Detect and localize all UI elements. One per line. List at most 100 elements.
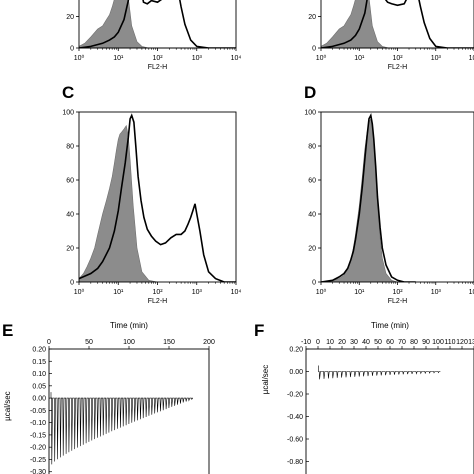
plot-frame: [305, 348, 474, 474]
thermogram-trace: [318, 371, 441, 380]
x-tick-label: 10²: [392, 289, 403, 296]
x-tick-label: 10⁰: [316, 54, 327, 62]
y-tick-label: 80: [66, 144, 74, 151]
x-tick-label: 50: [85, 339, 93, 346]
y-tick-label: 20: [308, 246, 316, 253]
x-tick-label: 10⁴: [231, 55, 242, 62]
plot-area: [321, 0, 474, 48]
x-tick-label: 10³: [431, 55, 442, 62]
itc-time-axis-label: Time (min): [110, 321, 148, 330]
control-histogram-area: [79, 124, 158, 282]
y-tick-label: 40: [66, 212, 74, 219]
thermogram-trace: [50, 397, 194, 465]
y-tick-label: -0.80: [287, 459, 303, 466]
x-tick-label: 10⁰: [74, 54, 85, 62]
x-tick-label: 100: [432, 339, 444, 346]
plot-area: [50, 392, 194, 465]
y-tick-label: 20: [308, 14, 316, 21]
x-tick-label: 150: [163, 339, 175, 346]
plot-frame: [48, 348, 210, 474]
x-tick-label: 130: [468, 339, 474, 346]
x-tick-label: 10⁰: [316, 288, 327, 296]
x-tick-label: 30: [350, 339, 358, 346]
x-tick-label: 200: [203, 339, 215, 346]
y-tick-label: 0.20: [32, 347, 46, 354]
control-histogram-area: [321, 117, 409, 282]
x-tick-label: 10¹: [354, 289, 365, 296]
x-axis-label: FL2-H: [388, 64, 407, 71]
plot-frame: [320, 111, 474, 283]
itc-panel-f: Time (min) -10 0 10 20 30 40 50 60 70 80 90 100 110 12…: [261, 321, 474, 474]
y-tick-label: 100: [62, 110, 74, 117]
x-tick-label: 10²: [392, 55, 403, 62]
y-tick-label: -0.20: [30, 445, 46, 452]
x-tick-label: 10²: [152, 289, 163, 296]
x-tick-label: 10³: [192, 55, 203, 62]
x-tick-label: 10⁴: [469, 55, 474, 62]
y-tick-label: 40: [308, 212, 316, 219]
treated-histogram-line: [79, 0, 236, 48]
plot-area: [79, 0, 236, 48]
x-tick-label: 120: [456, 339, 468, 346]
y-tick-label: -0.25: [30, 457, 46, 464]
x-tick-label: 10⁰: [74, 288, 85, 296]
control-histogram-area: [79, 0, 158, 48]
y-tick-label: 80: [308, 144, 316, 151]
y-tick-label: 0: [312, 280, 316, 287]
y-tick-label: 0.10: [32, 371, 46, 378]
x-axis-label: FL2-H: [148, 64, 167, 71]
itc-panel-e: Time (min) 0 50 100 150 200 0.20 0.15 0.10 0.05 0.…: [3, 321, 215, 474]
x-tick-label: -10: [301, 339, 311, 346]
x-tick-label: 10⁴: [469, 289, 474, 296]
x-tick-label: 70: [398, 339, 406, 346]
x-tick-label: 0: [316, 339, 320, 346]
plot-area: [79, 113, 236, 282]
x-tick-label: 10: [326, 339, 334, 346]
control-histogram-area: [321, 0, 398, 48]
x-tick-label: 0: [47, 339, 51, 346]
y-tick-label: 0.20: [289, 347, 303, 354]
x-tick-label: 10¹: [354, 55, 365, 62]
y-tick-label: -0.10: [30, 420, 46, 427]
y-tick-label: 0: [312, 46, 316, 53]
treated-histogram-line: [321, 0, 474, 48]
histogram-panel-b: 0 20 10⁰ 10¹ 10² 10³ 10⁴ FL2-H: [308, 0, 474, 71]
histogram-panel-d: 0 20 40 60 80 100 10⁰ 10¹ 10² 10³ 10⁴ FL2-H: [304, 110, 474, 305]
x-tick-label: 110: [444, 339, 455, 346]
x-tick-label: 100: [123, 339, 135, 346]
x-tick-label: 40: [362, 339, 370, 346]
y-tick-label: 0: [70, 280, 74, 287]
panel-letter-e: E: [2, 321, 13, 340]
y-tick-label: -0.05: [30, 408, 46, 415]
y-tick-label: 100: [304, 110, 316, 117]
treated-histogram-line: [79, 113, 236, 282]
y-tick-label: 0.15: [32, 359, 46, 366]
x-tick-label: 20: [338, 339, 346, 346]
y-tick-label: 0.00: [289, 369, 303, 376]
x-tick-label: 10³: [431, 289, 442, 296]
x-tick-label: 80: [410, 339, 418, 346]
y-tick-label: 20: [66, 246, 74, 253]
x-axis-label: FL2-H: [388, 298, 407, 305]
y-tick-label: -0.20: [287, 392, 303, 399]
x-tick-label: 10³: [192, 289, 203, 296]
plot-area: [321, 112, 416, 282]
y-tick-label: -0.40: [287, 414, 303, 421]
plot-area: [318, 365, 441, 380]
y-tick-label: -0.15: [30, 432, 46, 439]
y-tick-label: -0.60: [287, 437, 303, 444]
x-axis-label: FL2-H: [148, 298, 167, 305]
panel-letter-c: C: [62, 83, 74, 102]
x-tick-label: 10⁴: [231, 289, 242, 296]
x-tick-label: 10¹: [113, 289, 124, 296]
y-tick-label: 60: [66, 178, 74, 185]
y-axis-label: µcal/sec: [3, 391, 12, 421]
y-tick-label: 0.05: [32, 383, 46, 390]
y-tick-label: 60: [308, 178, 316, 185]
treated-histogram-line: [321, 112, 416, 282]
y-tick-label: 0.00: [32, 396, 46, 403]
x-tick-label: 10²: [152, 55, 163, 62]
x-tick-label: 50: [374, 339, 382, 346]
y-tick-label: 20: [66, 14, 74, 21]
